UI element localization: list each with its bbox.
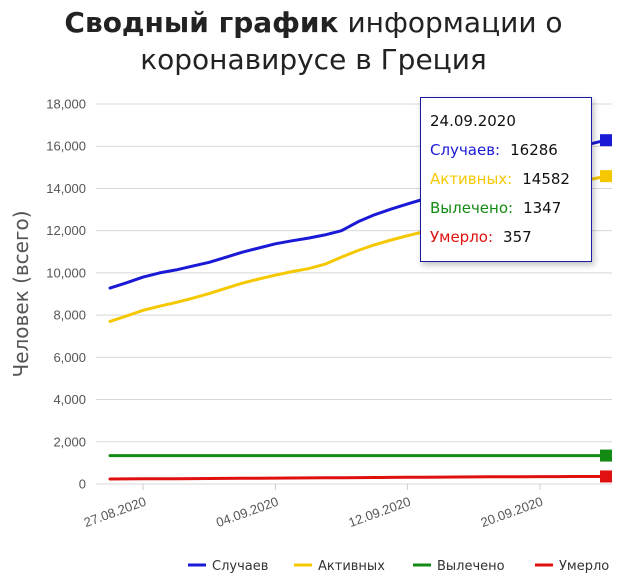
tooltip-series-value: 14582 [522,170,570,188]
legend: Случаев Активных Вылечено Умерло [188,559,609,574]
tooltip-row: Умерло: 357 [430,227,591,256]
legend-label: Активных [318,559,385,574]
chart-title-bold: Сводный график [64,6,339,39]
y-tick-label: 6,000 [53,350,86,365]
tooltip-series-value: 16286 [510,141,558,159]
chart-title-line2: коронавирусе в Греция [140,43,487,76]
series-end-marker-2[interactable] [600,449,612,462]
tooltip-series-label: Случаев: [430,141,501,159]
y-tick-label: 2,000 [53,434,86,449]
tooltip-series-label: Вылечено: [430,199,514,217]
tooltip-series-label: Активных: [430,170,513,188]
series-end-marker-0[interactable] [600,134,612,147]
tooltip-row: Вылечено: 1347 [430,198,591,227]
y-tick-label: 16,000 [46,139,86,154]
tooltip-row: Активных: 14582 [430,169,591,198]
y-tick-label: 10,000 [46,265,86,280]
legend-label: Умерло [559,559,609,574]
y-tick-label: 4,000 [53,392,86,407]
chart-title: Сводный график информации о коронавирусе… [0,4,627,78]
chart-title-rest: информации о [338,6,563,39]
x-tick-label: 20.09.2020 [479,494,545,530]
x-axis-ticks: 27.08.2020 04.09.2020 12.09.2020 20.09.2020 [82,484,545,530]
y-tick-label: 18,000 [46,97,86,112]
legend-label: Случаев [212,559,268,574]
grid [96,103,612,485]
tooltip-series-value: 357 [503,228,532,246]
data-tooltip: 24.09.2020 Случаев: 16286 Активных: 14582 Вы… [420,97,592,262]
legend-item-3[interactable]: Умерло [535,559,609,574]
legend-item-0[interactable]: Случаев [188,559,268,574]
y-tick-label: 0 [79,477,86,492]
legend-item-2[interactable]: Вылечено [413,559,505,574]
x-tick-label: 12.09.2020 [346,494,412,530]
y-tick-label: 8,000 [53,308,86,323]
tooltip-row: Случаев: 16286 [430,140,591,169]
y-axis-ticks: 0 2,000 4,000 6,000 8,000 10,000 12,000 14,000 1… [46,97,86,492]
legend-item-1[interactable]: Активных [294,559,385,574]
x-tick-label: 27.08.2020 [82,494,148,530]
y-tick-label: 12,000 [46,223,86,238]
series-line-3[interactable] [108,475,608,481]
tooltip-series-value: 1347 [523,199,562,217]
x-tick-label: 04.09.2020 [214,494,280,530]
legend-label: Вылечено [437,559,505,574]
tooltip-series-label: Умерло: [430,228,494,246]
series-end-marker-1[interactable] [600,170,612,183]
y-tick-label: 14,000 [46,181,86,196]
series-end-marker-3[interactable] [600,470,612,483]
y-axis-title: Человек (всего) [9,210,33,377]
series-end-markers [600,134,612,483]
tooltip-date: 24.09.2020 [430,112,516,130]
